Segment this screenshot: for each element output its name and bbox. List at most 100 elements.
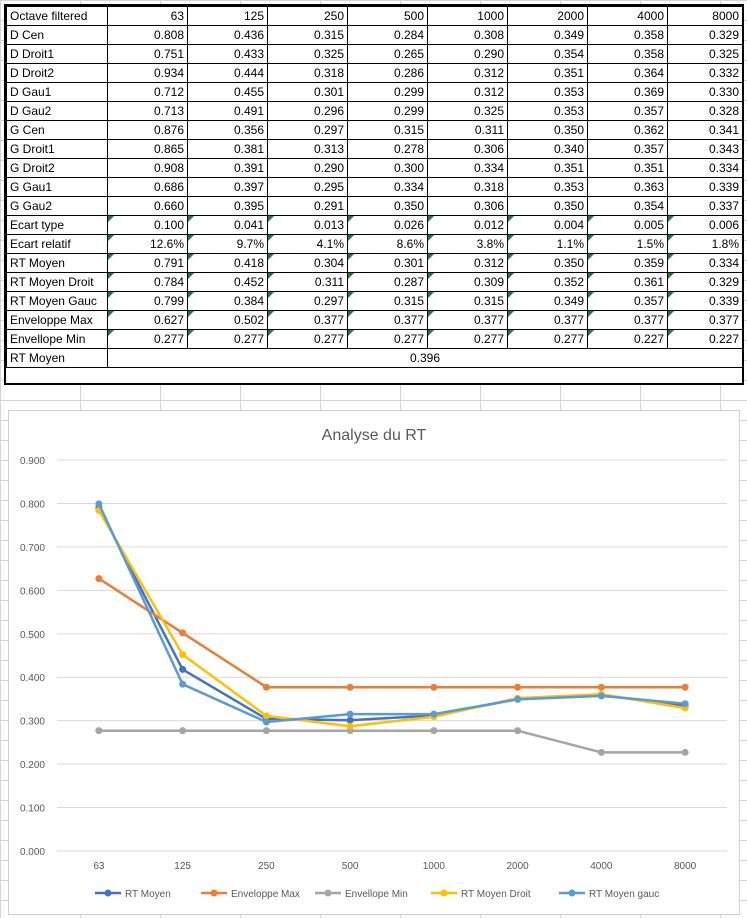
value-cell[interactable]: 0.287 — [347, 272, 428, 292]
value-cell[interactable]: 4.1% — [267, 234, 348, 254]
value-cell[interactable]: 0.012 — [427, 215, 508, 235]
header-cell[interactable]: 2000 — [507, 6, 588, 26]
value-cell[interactable]: 0.452 — [187, 272, 268, 292]
row-label-cell[interactable]: G Gau2 — [6, 196, 108, 216]
value-cell[interactable]: 0.308 — [427, 25, 508, 45]
value-cell[interactable]: 0.350 — [507, 196, 588, 216]
value-cell[interactable]: 0.297 — [267, 291, 348, 311]
value-cell[interactable]: 0.277 — [187, 329, 268, 349]
value-cell[interactable]: 0.041 — [187, 215, 268, 235]
value-cell[interactable]: 0.791 — [107, 253, 188, 273]
value-cell[interactable]: 0.013 — [267, 215, 348, 235]
value-cell[interactable]: 0.384 — [187, 291, 268, 311]
row-label-cell[interactable]: G Droit2 — [6, 158, 108, 178]
value-cell[interactable]: 0.339 — [667, 291, 743, 311]
row-label-cell[interactable]: Enveloppe Max — [6, 310, 108, 330]
value-cell[interactable]: 0.686 — [107, 177, 188, 197]
value-cell[interactable]: 0.351 — [507, 63, 588, 83]
header-cell[interactable]: 250 — [267, 6, 348, 26]
value-cell[interactable]: 0.341 — [667, 120, 743, 140]
value-cell[interactable]: 0.351 — [507, 158, 588, 178]
value-cell[interactable]: 0.377 — [507, 310, 588, 330]
value-cell[interactable]: 3.8% — [427, 234, 508, 254]
value-cell[interactable]: 0.315 — [427, 291, 508, 311]
value-cell[interactable]: 0.876 — [107, 120, 188, 140]
value-cell[interactable]: 0.433 — [187, 44, 268, 64]
value-cell[interactable]: 0.350 — [507, 120, 588, 140]
value-cell[interactable]: 1.5% — [587, 234, 668, 254]
row-label-cell[interactable]: Ecart type — [6, 215, 108, 235]
value-cell[interactable]: 0.627 — [107, 310, 188, 330]
value-cell[interactable]: 0.296 — [267, 101, 348, 121]
value-cell[interactable]: 0.100 — [107, 215, 188, 235]
value-cell[interactable]: 0.311 — [427, 120, 508, 140]
value-cell[interactable]: 0.334 — [347, 177, 428, 197]
value-cell[interactable]: 0.361 — [587, 272, 668, 292]
value-cell[interactable]: 0.934 — [107, 63, 188, 83]
value-cell[interactable]: 0.358 — [587, 44, 668, 64]
value-cell[interactable]: 0.362 — [587, 120, 668, 140]
value-cell[interactable]: 0.391 — [187, 158, 268, 178]
value-cell[interactable]: 0.349 — [507, 291, 588, 311]
value-cell[interactable]: 0.277 — [107, 329, 188, 349]
value-cell[interactable]: 0.444 — [187, 63, 268, 83]
header-cell-label[interactable]: Octave filtered — [6, 6, 108, 26]
value-cell[interactable]: 0.418 — [187, 253, 268, 273]
header-cell[interactable]: 63 — [107, 6, 188, 26]
value-cell[interactable]: 0.277 — [347, 329, 428, 349]
value-cell[interactable]: 0.353 — [507, 101, 588, 121]
row-label-cell[interactable]: D Gau1 — [6, 82, 108, 102]
value-cell[interactable]: 0.357 — [587, 291, 668, 311]
value-cell[interactable]: 0.455 — [187, 82, 268, 102]
value-cell[interactable]: 0.363 — [587, 177, 668, 197]
value-cell[interactable]: 0.299 — [347, 82, 428, 102]
value-cell[interactable]: 0.277 — [507, 329, 588, 349]
value-cell[interactable]: 0.354 — [587, 196, 668, 216]
value-cell[interactable]: 0.334 — [427, 158, 508, 178]
row-label-cell[interactable]: RT Moyen Gauc — [6, 291, 108, 311]
summary-label-cell[interactable]: RT Moyen — [6, 348, 108, 368]
value-cell[interactable]: 0.309 — [427, 272, 508, 292]
value-cell[interactable]: 0.353 — [507, 177, 588, 197]
value-cell[interactable]: 0.359 — [587, 253, 668, 273]
value-cell[interactable]: 0.006 — [667, 215, 743, 235]
value-cell[interactable]: 0.377 — [667, 310, 743, 330]
row-label-cell[interactable]: RT Moyen Droit — [6, 272, 108, 292]
value-cell[interactable]: 0.265 — [347, 44, 428, 64]
row-label-cell[interactable]: D Cen — [6, 25, 108, 45]
value-cell[interactable]: 0.299 — [347, 101, 428, 121]
value-cell[interactable]: 0.325 — [667, 44, 743, 64]
value-cell[interactable]: 0.358 — [587, 25, 668, 45]
value-cell[interactable]: 0.311 — [267, 272, 348, 292]
value-cell[interactable]: 0.328 — [667, 101, 743, 121]
row-label-cell[interactable]: G Gau1 — [6, 177, 108, 197]
value-cell[interactable]: 0.329 — [667, 25, 743, 45]
row-label-cell[interactable]: G Droit1 — [6, 139, 108, 159]
value-cell[interactable]: 0.004 — [507, 215, 588, 235]
value-cell[interactable]: 0.491 — [187, 101, 268, 121]
value-cell[interactable]: 0.312 — [427, 82, 508, 102]
value-cell[interactable]: 0.350 — [347, 196, 428, 216]
value-cell[interactable]: 1.8% — [667, 234, 743, 254]
value-cell[interactable]: 12.6% — [107, 234, 188, 254]
value-cell[interactable]: 8.6% — [347, 234, 428, 254]
value-cell[interactable]: 0.306 — [427, 139, 508, 159]
value-cell[interactable]: 0.381 — [187, 139, 268, 159]
value-cell[interactable]: 0.312 — [427, 63, 508, 83]
value-cell[interactable]: 0.330 — [667, 82, 743, 102]
value-cell[interactable]: 0.325 — [427, 101, 508, 121]
value-cell[interactable]: 0.350 — [507, 253, 588, 273]
value-cell[interactable]: 0.377 — [427, 310, 508, 330]
value-cell[interactable]: 0.337 — [667, 196, 743, 216]
value-cell[interactable]: 0.291 — [267, 196, 348, 216]
value-cell[interactable]: 0.306 — [427, 196, 508, 216]
value-cell[interactable]: 0.315 — [267, 25, 348, 45]
row-label-cell[interactable]: D Droit2 — [6, 63, 108, 83]
value-cell[interactable]: 0.357 — [587, 139, 668, 159]
value-cell[interactable]: 0.297 — [267, 120, 348, 140]
value-cell[interactable]: 0.502 — [187, 310, 268, 330]
value-cell[interactable]: 0.312 — [427, 253, 508, 273]
value-cell[interactable]: 0.284 — [347, 25, 428, 45]
value-cell[interactable]: 0.315 — [347, 120, 428, 140]
summary-value-cell[interactable]: 0.396 — [107, 348, 743, 368]
